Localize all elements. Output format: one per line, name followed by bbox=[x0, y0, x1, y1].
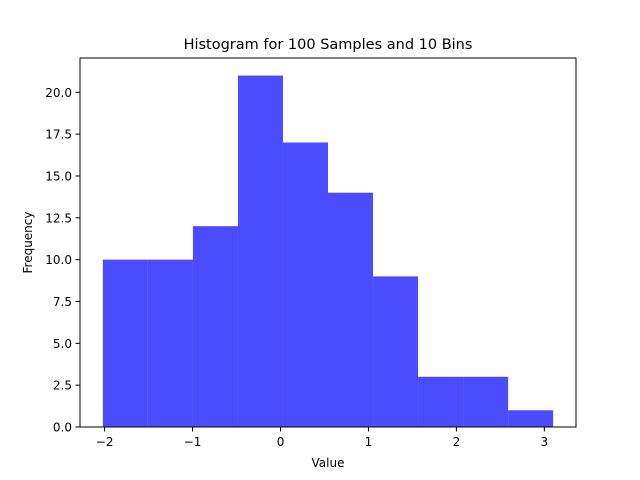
histogram-bar-3 bbox=[192, 226, 238, 427]
plot-frame bbox=[79, 57, 577, 428]
histogram-bar-8 bbox=[418, 376, 464, 427]
histogram-bar-10 bbox=[508, 410, 554, 427]
histogram-bar-9 bbox=[463, 376, 509, 427]
y-tick-label: 2.5 bbox=[53, 379, 72, 393]
x-tick-label: 1 bbox=[365, 435, 373, 449]
x-tick-label: −1 bbox=[184, 435, 202, 449]
y-axis-ticks: 0.0 2.5 5.0 7.5 10.0 12.5 15.0 17.5 20.0 bbox=[45, 86, 80, 435]
bars-group bbox=[102, 75, 554, 428]
histogram-bar-4 bbox=[237, 75, 283, 428]
histogram-bar-6 bbox=[328, 192, 374, 427]
x-tick-label: 3 bbox=[541, 435, 549, 449]
histogram-bar-7 bbox=[373, 276, 419, 427]
y-tick-label: 10.0 bbox=[45, 253, 72, 267]
y-tick-label: 12.5 bbox=[45, 211, 72, 225]
x-tick-label: −2 bbox=[96, 435, 114, 449]
y-tick-label: 5.0 bbox=[53, 337, 72, 351]
x-axis-label: Value bbox=[312, 456, 345, 470]
histogram-bar-2 bbox=[147, 259, 193, 427]
x-axis-ticks: −2 −1 0 1 2 3 bbox=[96, 427, 548, 449]
x-tick-label: 2 bbox=[453, 435, 461, 449]
chart-title: Histogram for 100 Samples and 10 Bins bbox=[184, 37, 473, 53]
y-tick-label: 20.0 bbox=[45, 86, 72, 100]
y-tick-label: 15.0 bbox=[45, 169, 72, 183]
y-tick-label: 0.0 bbox=[53, 421, 72, 435]
histogram-bar-1 bbox=[102, 259, 148, 427]
y-tick-label: 17.5 bbox=[45, 128, 72, 142]
y-tick-label: 7.5 bbox=[53, 295, 72, 309]
histogram-bar-5 bbox=[282, 142, 328, 428]
x-tick-label: 0 bbox=[277, 435, 285, 449]
y-axis-label: Frequency bbox=[21, 212, 35, 274]
